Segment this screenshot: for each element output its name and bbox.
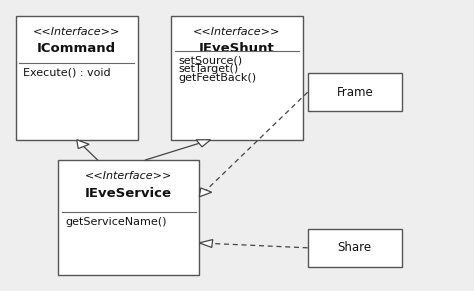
Bar [58,160,199,275]
Text: ICommand: ICommand [37,42,116,56]
Text: setSource(): setSource() [178,56,242,65]
Polygon shape [199,188,212,197]
Polygon shape [77,140,89,148]
Text: getServiceName(): getServiceName() [65,217,166,227]
Text: getFeetBack(): getFeetBack() [178,73,256,83]
Text: setTarget(): setTarget() [178,64,238,74]
Text: Execute() : void: Execute() : void [23,68,110,78]
Text: Share: Share [338,241,372,254]
Bar [171,16,303,140]
Polygon shape [196,140,210,147]
Bar [308,229,402,267]
Text: IEveShunt: IEveShunt [199,42,275,56]
Text: IEveService: IEveService [85,187,172,200]
Bar [308,73,402,111]
Text: Frame: Frame [337,86,373,99]
Bar [16,16,138,140]
Text: <<Interface>>: <<Interface>> [193,27,281,37]
Text: <<Interface>>: <<Interface>> [33,27,120,37]
Text: <<Interface>>: <<Interface>> [85,171,173,181]
Polygon shape [199,239,213,247]
